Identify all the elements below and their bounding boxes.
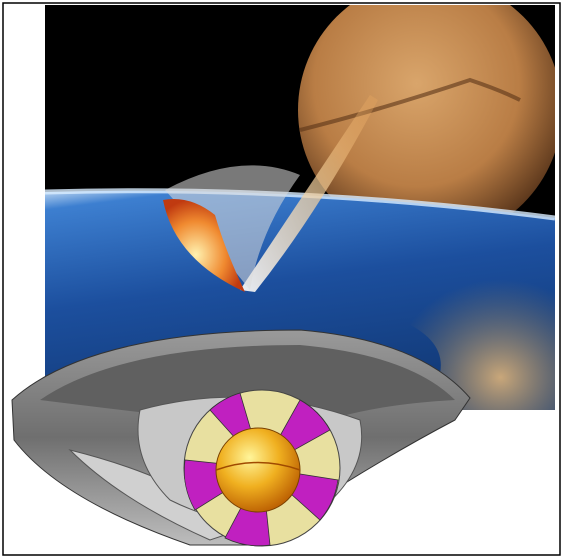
mars <box>298 5 555 242</box>
capsule-cutaway <box>11 329 471 547</box>
land <box>373 246 555 410</box>
atmosphere <box>45 188 555 221</box>
plume <box>240 95 378 292</box>
sample-sphere <box>215 427 301 513</box>
sphere-seam <box>215 461 301 471</box>
wake <box>165 165 300 290</box>
mars-canyon <box>299 77 521 132</box>
capsule-entry <box>163 199 245 292</box>
